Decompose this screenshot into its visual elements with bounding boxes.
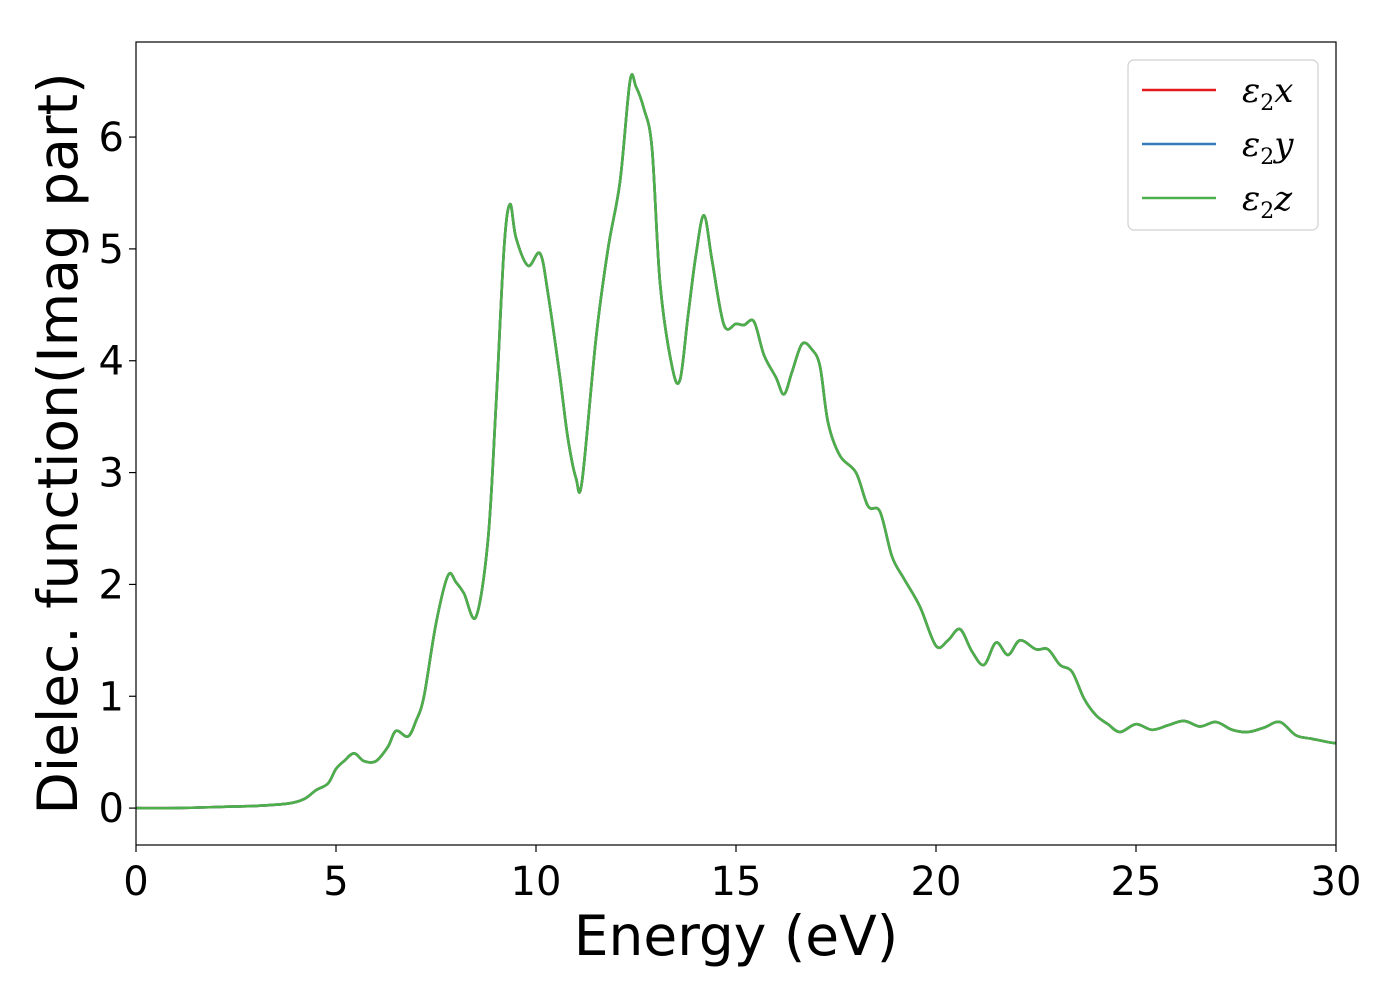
y-axis-ticks: 0 1 2 3 4 5 6 (99, 115, 136, 832)
y-tick-label: 2 (99, 562, 124, 608)
x-tick-label: 25 (1111, 859, 1162, 905)
legend-label-x: ε2x (1242, 71, 1293, 116)
y-tick-label: 4 (99, 339, 124, 385)
y-tick-label: 3 (99, 451, 124, 497)
x-axis-ticks: 0 5 10 15 20 25 30 (123, 845, 1361, 905)
legend-label-z: ε2z (1242, 179, 1293, 224)
y-tick-label: 1 (99, 674, 124, 720)
legend-label-y: ε2y (1242, 125, 1294, 170)
x-tick-label: 0 (123, 859, 148, 905)
legend: ε2x ε2y ε2z (1127, 59, 1319, 231)
x-tick-label: 15 (711, 859, 762, 905)
x-tick-label: 5 (323, 859, 348, 905)
y-tick-label: 5 (99, 227, 124, 273)
plot-layer (136, 73, 1336, 810)
y-axis-title: Dielec. function(Imag part) (26, 72, 90, 814)
y-tick-label: 6 (99, 115, 124, 161)
x-axis-title: Energy (eV) (574, 904, 898, 968)
x-tick-label: 30 (1311, 859, 1362, 905)
x-tick-label: 20 (911, 859, 962, 905)
series-line-z (136, 73, 1336, 810)
legend-box (1127, 59, 1319, 231)
y-tick-label: 0 (99, 786, 124, 832)
x-tick-label: 10 (511, 859, 562, 905)
